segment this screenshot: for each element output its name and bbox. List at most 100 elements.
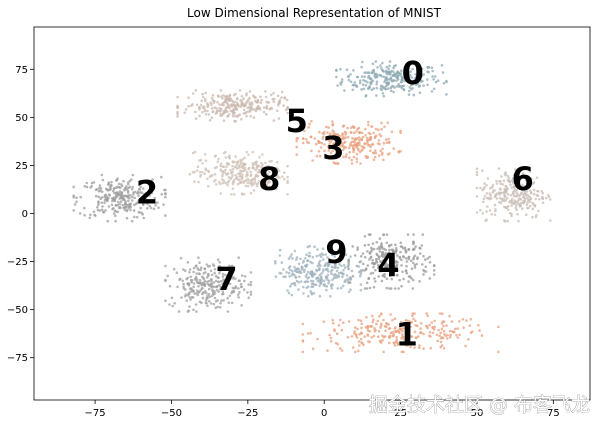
- data-point: [349, 255, 352, 258]
- data-point: [387, 87, 390, 90]
- data-point: [344, 155, 348, 159]
- data-point: [492, 189, 495, 192]
- data-point: [347, 156, 351, 159]
- data-point: [206, 296, 209, 300]
- data-point: [519, 201, 523, 205]
- data-point: [418, 91, 422, 94]
- data-point: [368, 77, 372, 81]
- data-point: [485, 196, 489, 200]
- data-point: [241, 175, 244, 179]
- data-point: [549, 198, 552, 201]
- data-point: [319, 264, 322, 267]
- data-point: [510, 200, 513, 203]
- data-point: [241, 173, 244, 176]
- data-point: [353, 137, 356, 141]
- data-point: [405, 78, 409, 81]
- data-point: [247, 153, 250, 157]
- data-point: [376, 247, 379, 251]
- data-point: [271, 174, 274, 178]
- data-point: [150, 191, 154, 195]
- data-point: [234, 100, 237, 104]
- data-point: [83, 206, 86, 210]
- data-point: [200, 301, 203, 305]
- data-point: [420, 244, 424, 247]
- data-point: [208, 295, 212, 299]
- data-point: [541, 197, 545, 200]
- data-point: [499, 182, 503, 186]
- data-point: [259, 181, 263, 184]
- data-point: [144, 198, 147, 201]
- data-point: [395, 336, 399, 339]
- data-point: [525, 175, 528, 179]
- data-point: [524, 187, 527, 191]
- data-point: [278, 254, 282, 257]
- data-point: [282, 104, 285, 107]
- data-point: [255, 182, 258, 186]
- data-point: [286, 179, 289, 183]
- data-point: [502, 179, 506, 183]
- data-point: [248, 96, 251, 100]
- data-point: [402, 255, 405, 258]
- data-point: [428, 334, 431, 338]
- data-point: [307, 126, 310, 129]
- data-point: [375, 322, 378, 326]
- data-point: [97, 201, 100, 204]
- data-point: [512, 194, 516, 198]
- data-point: [265, 112, 268, 116]
- data-point: [220, 299, 223, 303]
- data-point: [331, 283, 334, 287]
- data-point: [244, 162, 247, 166]
- data-point: [104, 193, 107, 197]
- data-point: [528, 198, 531, 202]
- data-point: [445, 324, 448, 327]
- data-point: [406, 65, 409, 69]
- data-point: [315, 269, 319, 273]
- data-point: [221, 292, 225, 296]
- data-point: [249, 290, 253, 294]
- data-point: [382, 75, 386, 79]
- data-point: [230, 301, 234, 305]
- data-point: [124, 185, 128, 188]
- data-point: [92, 210, 96, 214]
- data-point: [212, 285, 216, 289]
- data-point: [394, 72, 397, 76]
- data-point: [310, 271, 314, 275]
- data-point: [89, 186, 92, 189]
- data-point: [397, 287, 400, 290]
- data-point: [411, 67, 415, 71]
- data-point: [477, 324, 480, 327]
- data-point: [393, 344, 397, 347]
- data-point: [439, 340, 443, 344]
- data-point: [207, 113, 211, 116]
- data-point: [188, 305, 191, 308]
- data-point: [439, 345, 443, 349]
- data-point: [117, 192, 120, 195]
- data-point: [364, 326, 368, 329]
- data-point: [535, 193, 539, 197]
- data-point: [369, 324, 372, 328]
- data-point: [406, 233, 410, 236]
- data-point: [231, 114, 235, 118]
- data-point: [391, 260, 394, 264]
- data-point: [379, 149, 382, 153]
- data-point: [445, 79, 448, 83]
- data-point: [418, 246, 421, 250]
- data-point: [310, 292, 314, 296]
- data-point: [229, 277, 232, 280]
- data-point: [344, 253, 348, 256]
- data-point: [286, 111, 289, 115]
- data-point: [523, 185, 526, 188]
- data-point: [162, 203, 165, 206]
- data-point: [394, 246, 398, 250]
- data-point: [293, 284, 297, 287]
- data-point: [126, 208, 129, 212]
- data-point: [505, 206, 509, 209]
- data-point: [401, 341, 405, 345]
- data-point: [171, 304, 174, 308]
- data-point: [495, 182, 499, 185]
- data-point: [361, 262, 365, 266]
- data-point: [521, 172, 525, 175]
- data-point: [375, 72, 379, 76]
- data-point: [373, 327, 376, 330]
- data-point: [503, 193, 506, 196]
